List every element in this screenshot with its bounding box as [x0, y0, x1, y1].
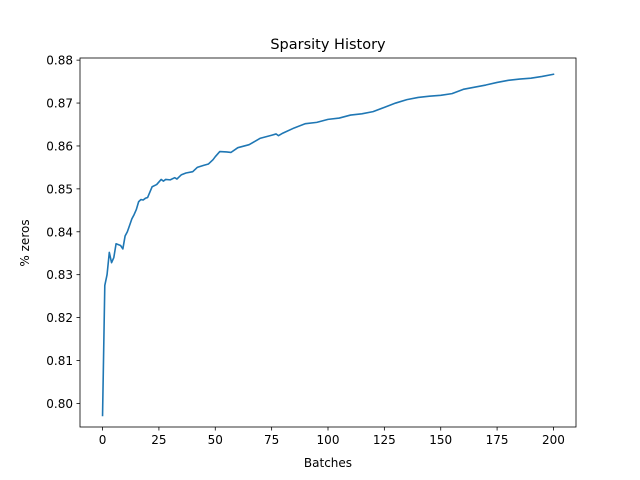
y-tick-label: 0.85: [46, 182, 73, 196]
x-tick-label: 150: [429, 433, 452, 447]
y-tick-label: 0.88: [46, 54, 73, 68]
x-tick-label: 25: [151, 433, 166, 447]
x-tick-label: 75: [264, 433, 279, 447]
y-tick-label: 0.81: [46, 354, 73, 368]
y-axis-ticks: 0.80 0.81 0.82 0.83 0.84 0.85 0.86 0.87 0.88: [46, 54, 80, 411]
y-tick-label: 0.83: [46, 268, 73, 282]
plot-area: [101, 73, 555, 417]
x-tick-label: 50: [208, 433, 223, 447]
x-axis-ticks: 0 25 50 75 100 125 150 175 200: [99, 427, 565, 447]
y-axis-label: % zeros: [18, 219, 32, 266]
y-tick-label: 0.82: [46, 311, 73, 325]
chart-title: Sparsity History: [270, 37, 386, 53]
plot-frame: [79, 57, 577, 428]
x-axis-label: Batches: [304, 456, 352, 470]
series-line: [101, 73, 555, 417]
x-tick-label: 175: [486, 433, 509, 447]
y-tick-label: 0.84: [46, 225, 73, 239]
x-tick-label: 100: [317, 433, 340, 447]
y-tick-label: 0.80: [46, 397, 73, 411]
y-tick-label: 0.86: [46, 139, 73, 153]
x-tick-label: 125: [373, 433, 396, 447]
x-tick-label: 200: [542, 433, 565, 447]
x-tick-label: 0: [99, 433, 107, 447]
y-tick-label: 0.87: [46, 97, 73, 111]
